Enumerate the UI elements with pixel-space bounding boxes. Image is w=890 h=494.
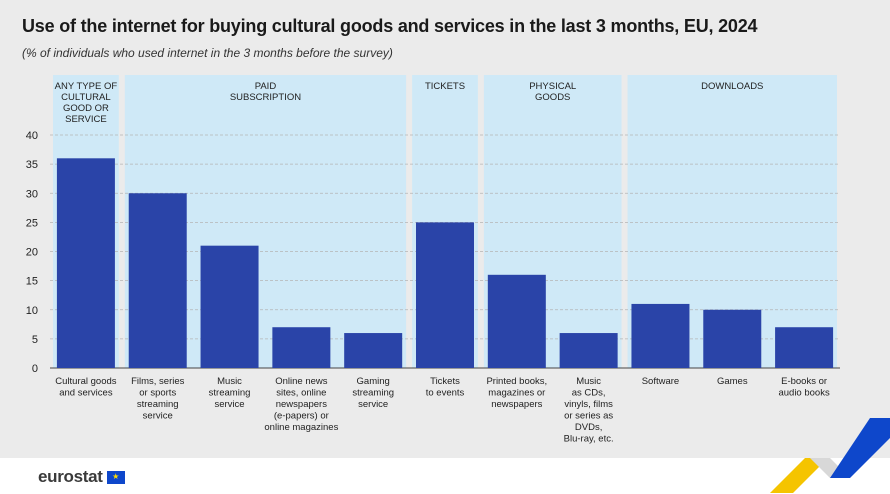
x-tick-label: Gaming bbox=[357, 376, 390, 387]
x-tick-label: vinyls, films bbox=[564, 399, 613, 410]
group-label: PAID bbox=[255, 81, 277, 92]
y-tick-label: 5 bbox=[32, 334, 38, 346]
chart-title: Use of the internet for buying cultural … bbox=[22, 16, 758, 36]
group-label: SUBSCRIPTION bbox=[230, 92, 301, 103]
x-tick-label: online magazines bbox=[264, 422, 338, 433]
x-tick-label: newspapers bbox=[276, 399, 327, 410]
bar bbox=[703, 309, 762, 368]
bar bbox=[200, 245, 259, 368]
x-tick-label: magazines or bbox=[488, 388, 545, 399]
x-tick-label: or sports bbox=[139, 388, 176, 399]
bar bbox=[631, 303, 690, 368]
group-label: ANY TYPE OF bbox=[55, 81, 118, 92]
x-tick-label: sites, online bbox=[276, 388, 326, 399]
x-tick-label: Games bbox=[717, 376, 748, 387]
bar bbox=[416, 222, 474, 368]
y-tick-label: 15 bbox=[26, 276, 38, 288]
x-tick-label: service bbox=[358, 399, 388, 410]
bar bbox=[559, 333, 618, 368]
x-tick-label: Software bbox=[642, 376, 680, 387]
y-tick-label: 10 bbox=[26, 305, 38, 317]
x-tick-label: Blu-ray, etc. bbox=[564, 434, 614, 445]
group-label: GOOD OR bbox=[63, 103, 109, 114]
x-tick-label: Tickets bbox=[430, 376, 460, 387]
x-tick-label: or series as bbox=[564, 411, 613, 422]
y-tick-label: 35 bbox=[26, 159, 38, 171]
x-tick-label: (e-papers) or bbox=[274, 411, 329, 422]
y-tick-label: 20 bbox=[26, 247, 38, 259]
x-tick-label: DVDs, bbox=[575, 422, 602, 433]
bar bbox=[272, 327, 331, 368]
bar bbox=[487, 274, 546, 368]
bar bbox=[56, 158, 115, 368]
x-tick-label: as CDs, bbox=[572, 388, 606, 399]
chart-subtitle: (% of individuals who used internet in t… bbox=[22, 46, 393, 60]
x-tick-label: service bbox=[214, 399, 244, 410]
x-tick-label: streaming bbox=[137, 399, 179, 410]
group-label: DOWNLOADS bbox=[701, 81, 763, 92]
bar bbox=[344, 333, 403, 368]
x-tick-label: Online news bbox=[275, 376, 328, 387]
y-tick-label: 30 bbox=[26, 188, 38, 200]
x-tick-label: streaming bbox=[209, 388, 251, 399]
x-tick-label: newspapers bbox=[491, 399, 542, 410]
x-tick-label: service bbox=[143, 411, 173, 422]
x-tick-label: Music bbox=[217, 376, 242, 387]
eu-flag-icon: ★ bbox=[106, 470, 125, 484]
footer: eurostat ★ bbox=[0, 418, 890, 494]
x-tick-label: Films, series bbox=[131, 376, 185, 387]
eurostat-logo: eurostat ★ bbox=[38, 467, 125, 487]
y-tick-label: 25 bbox=[26, 217, 38, 229]
group-label: GOODS bbox=[535, 92, 570, 103]
y-tick-label: 40 bbox=[26, 130, 38, 142]
x-tick-label: to events bbox=[426, 388, 465, 399]
x-tick-label: Printed books, bbox=[486, 376, 547, 387]
group-label: SERVICE bbox=[65, 114, 107, 125]
group-label: TICKETS bbox=[425, 81, 465, 92]
x-tick-label: audio books bbox=[778, 388, 829, 399]
x-tick-label: Cultural goods bbox=[55, 376, 117, 387]
x-tick-label: E-books or bbox=[781, 376, 827, 387]
corner-decoration-icon bbox=[770, 418, 890, 493]
y-tick-label: 0 bbox=[32, 363, 38, 375]
logo-text: eurostat bbox=[38, 467, 103, 486]
bar bbox=[775, 327, 834, 368]
bar bbox=[128, 193, 187, 368]
x-tick-label: streaming bbox=[352, 388, 394, 399]
x-tick-label: and services bbox=[59, 388, 113, 399]
group-label: CULTURAL bbox=[61, 92, 110, 103]
x-tick-label: Music bbox=[576, 376, 601, 387]
group-label: PHYSICAL bbox=[529, 81, 576, 92]
